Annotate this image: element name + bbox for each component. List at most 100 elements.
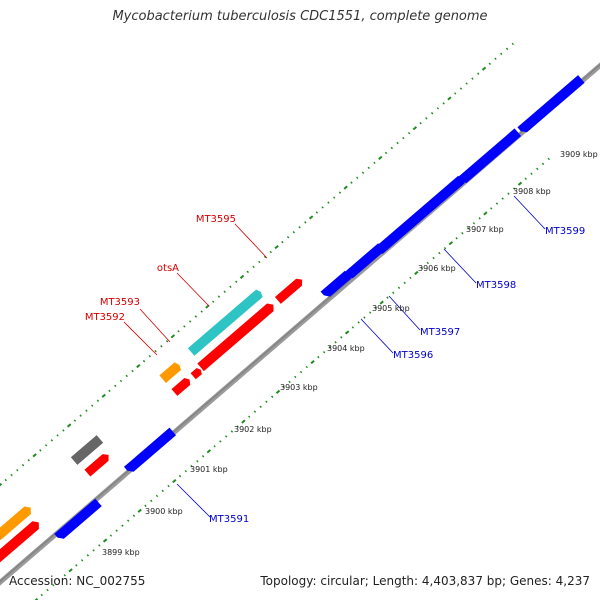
gene-label-MT3598[interactable]: MT3598 bbox=[476, 280, 516, 291]
gene-small-red[interactable] bbox=[190, 367, 204, 380]
scale-tick bbox=[412, 126, 418, 131]
gene-MT3598[interactable] bbox=[373, 175, 465, 257]
scale-tick bbox=[350, 181, 353, 184]
scale-tick bbox=[305, 365, 308, 369]
scale-tick bbox=[68, 568, 73, 573]
scale-tick bbox=[190, 464, 193, 468]
gene-red-long[interactable] bbox=[197, 301, 276, 372]
scale-tick bbox=[177, 330, 180, 333]
scale-tick bbox=[235, 280, 238, 284]
scale-tick bbox=[132, 514, 136, 517]
scale-tick bbox=[137, 508, 142, 513]
gene-red-left[interactable] bbox=[84, 451, 111, 477]
scale-tick bbox=[40, 593, 43, 597]
scale-tick bbox=[363, 316, 366, 319]
gene-MT3597[interactable] bbox=[343, 243, 385, 281]
scale-tick bbox=[507, 192, 510, 195]
kbp-label-3904: 3904 kbp bbox=[327, 344, 365, 353]
scale-tick bbox=[0, 482, 3, 487]
scale-tick bbox=[160, 345, 163, 348]
scale-tick bbox=[455, 237, 458, 240]
scale-tick bbox=[321, 206, 324, 209]
scale-tick bbox=[148, 354, 151, 358]
scale-tick bbox=[274, 245, 279, 250]
gene-label-MT3599[interactable]: MT3599 bbox=[545, 226, 585, 237]
kbp-scale-labels: 3899 kbp 3900 kbp 3901 kbp 3902 kbp 3903… bbox=[102, 150, 598, 557]
scale-tick bbox=[170, 334, 176, 339]
gene-MT3593[interactable] bbox=[159, 361, 182, 383]
gene-MT3591[interactable] bbox=[123, 427, 177, 475]
scale-tick bbox=[315, 211, 319, 214]
scale-tick bbox=[351, 326, 355, 329]
scale-tick bbox=[102, 538, 108, 543]
scale-tick bbox=[224, 435, 228, 438]
gene-otsA[interactable] bbox=[187, 288, 264, 356]
scale-tick bbox=[299, 370, 303, 374]
scale-tick bbox=[66, 423, 72, 428]
leader-lines bbox=[123, 195, 546, 518]
scale-tick bbox=[194, 315, 198, 318]
gene-gray[interactable] bbox=[70, 435, 104, 465]
scale-tick bbox=[513, 187, 516, 190]
gene-label-MT3596[interactable]: MT3596 bbox=[393, 350, 433, 361]
scale-tick bbox=[373, 161, 376, 165]
scale-tick bbox=[420, 266, 424, 270]
scale-tick bbox=[403, 281, 406, 285]
scale-tick bbox=[229, 285, 232, 288]
scale-tick bbox=[465, 82, 468, 85]
scale-tick bbox=[327, 201, 330, 204]
scale-tick bbox=[125, 374, 128, 378]
gene-blue-left[interactable] bbox=[54, 498, 102, 542]
scale-tick bbox=[119, 379, 123, 383]
gene-blue-mid[interactable] bbox=[456, 128, 522, 185]
kbp-label-3900: 3900 kbp bbox=[145, 507, 183, 516]
gene-label-MT3593[interactable]: MT3593 bbox=[100, 297, 140, 308]
scale-tick bbox=[500, 52, 503, 56]
scale-tick bbox=[472, 222, 476, 225]
gene-MT3596[interactable] bbox=[320, 270, 352, 299]
scale-tick bbox=[436, 107, 440, 110]
gene-label-MT3597[interactable]: MT3597 bbox=[420, 327, 460, 338]
scale-tick bbox=[62, 429, 65, 432]
scale-tick bbox=[246, 270, 249, 274]
scale-tick bbox=[511, 42, 514, 46]
scale-tick bbox=[144, 504, 147, 508]
scale-tick bbox=[294, 375, 297, 379]
gene-MT3599[interactable] bbox=[517, 75, 585, 135]
scale-tick bbox=[230, 430, 234, 433]
scale-tick bbox=[217, 295, 221, 298]
scale-tick bbox=[219, 440, 222, 443]
scale-tick bbox=[161, 489, 164, 493]
scale-tick bbox=[259, 405, 262, 408]
scale-tick bbox=[4, 478, 7, 482]
scale-tick bbox=[126, 519, 130, 522]
scale-tick bbox=[44, 444, 48, 447]
gene-label-MT3592[interactable]: MT3592 bbox=[85, 312, 125, 323]
scale-tick bbox=[63, 574, 66, 577]
scale-tick bbox=[154, 349, 157, 353]
scale-tick bbox=[448, 241, 454, 246]
scale-tick bbox=[541, 162, 545, 166]
scale-tick bbox=[236, 425, 239, 428]
scale-tick bbox=[56, 434, 59, 437]
scale-tick bbox=[409, 276, 412, 280]
scale-tick bbox=[32, 453, 37, 458]
genome-summary-text: Topology: circular; Length: 4,403,837 bp… bbox=[260, 574, 590, 588]
gene-red-upper[interactable] bbox=[274, 276, 305, 304]
scale-tick bbox=[108, 389, 111, 393]
scale-tick bbox=[206, 449, 212, 454]
scale-tick bbox=[101, 393, 106, 398]
scale-tick bbox=[98, 544, 101, 547]
kbp-label-3901: 3901 kbp bbox=[190, 465, 228, 474]
gene-label-otsA[interactable]: otsA bbox=[157, 263, 179, 274]
gene-label-MT3595[interactable]: MT3595 bbox=[196, 214, 236, 225]
gene-label-MT3591[interactable]: MT3591 bbox=[209, 514, 249, 525]
scale-tick bbox=[524, 177, 527, 180]
gene-red-bottom-left[interactable] bbox=[0, 519, 42, 566]
scale-tick bbox=[282, 385, 285, 389]
gene-orange-left[interactable] bbox=[0, 504, 34, 541]
scale-tick bbox=[447, 96, 452, 101]
gene-MT3592[interactable] bbox=[171, 376, 192, 396]
scale-tick bbox=[178, 474, 182, 478]
